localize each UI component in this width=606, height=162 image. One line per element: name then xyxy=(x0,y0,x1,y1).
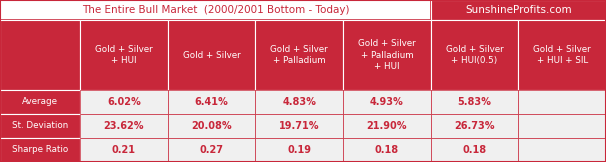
Text: 6.02%: 6.02% xyxy=(107,97,141,107)
Text: Gold + Silver
+ HUI(0.5): Gold + Silver + HUI(0.5) xyxy=(445,45,504,65)
Text: Average: Average xyxy=(22,98,58,106)
Text: 19.71%: 19.71% xyxy=(279,121,319,131)
Bar xyxy=(0,0,431,20)
Text: 4.93%: 4.93% xyxy=(370,97,404,107)
Bar xyxy=(168,20,255,90)
Bar xyxy=(518,90,606,114)
Text: 0.21: 0.21 xyxy=(112,145,136,155)
Bar xyxy=(431,114,518,138)
Text: 5.83%: 5.83% xyxy=(458,97,491,107)
Bar xyxy=(0,138,80,162)
Bar xyxy=(431,0,606,20)
Text: 0.19: 0.19 xyxy=(287,145,311,155)
Text: 6.41%: 6.41% xyxy=(195,97,228,107)
Text: 20.08%: 20.08% xyxy=(191,121,232,131)
Text: The Entire Bull Market  (2000/2001 Bottom - Today): The Entire Bull Market (2000/2001 Bottom… xyxy=(82,5,349,15)
Bar xyxy=(80,90,168,114)
Text: 26.73%: 26.73% xyxy=(454,121,494,131)
Text: Gold + Silver
+ HUI: Gold + Silver + HUI xyxy=(95,45,153,65)
Text: 0.18: 0.18 xyxy=(462,145,487,155)
Bar xyxy=(518,20,606,90)
Bar xyxy=(0,20,80,90)
Text: 23.62%: 23.62% xyxy=(104,121,144,131)
Bar xyxy=(431,90,518,114)
Bar xyxy=(168,90,255,114)
Text: SunshineProfits.com: SunshineProfits.com xyxy=(465,5,571,15)
Bar xyxy=(255,138,343,162)
Bar xyxy=(343,138,431,162)
Bar xyxy=(343,20,431,90)
Text: 0.18: 0.18 xyxy=(375,145,399,155)
Text: 4.83%: 4.83% xyxy=(282,97,316,107)
Text: 0.27: 0.27 xyxy=(199,145,224,155)
Bar xyxy=(255,90,343,114)
Bar xyxy=(343,90,431,114)
Bar xyxy=(343,114,431,138)
Text: Gold + Silver: Gold + Silver xyxy=(182,51,241,59)
Bar xyxy=(255,114,343,138)
Bar xyxy=(518,114,606,138)
Bar xyxy=(168,138,255,162)
Text: St. Deviation: St. Deviation xyxy=(12,122,68,131)
Bar xyxy=(80,114,168,138)
Bar xyxy=(431,20,518,90)
Bar xyxy=(255,20,343,90)
Bar xyxy=(0,90,80,114)
Bar xyxy=(168,114,255,138)
Text: Sharpe Ratio: Sharpe Ratio xyxy=(12,145,68,155)
Text: Gold + Silver
+ Palladium: Gold + Silver + Palladium xyxy=(270,45,328,65)
Bar xyxy=(518,138,606,162)
Text: Gold + Silver
+ Palladium
+ HUI: Gold + Silver + Palladium + HUI xyxy=(358,39,416,71)
Bar xyxy=(80,138,168,162)
Bar xyxy=(80,20,168,90)
Bar xyxy=(0,114,80,138)
Bar xyxy=(431,138,518,162)
Text: 21.90%: 21.90% xyxy=(367,121,407,131)
Text: Gold + Silver
+ HUI + SIL: Gold + Silver + HUI + SIL xyxy=(533,45,591,65)
